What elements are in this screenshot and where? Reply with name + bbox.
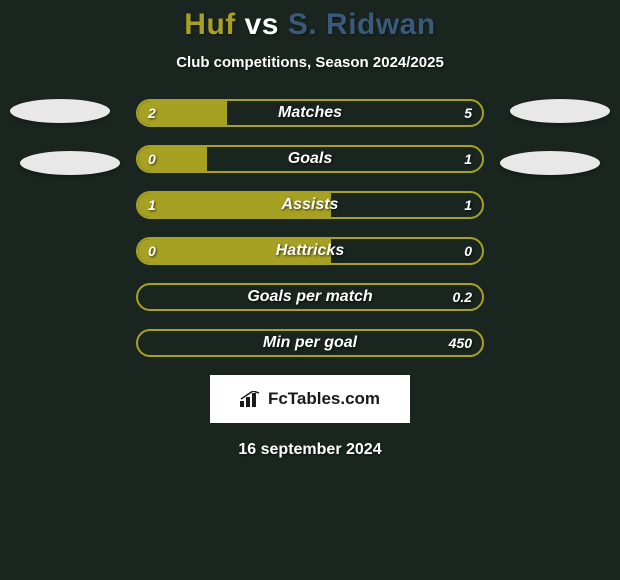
stat-label: Hattricks [138,239,482,263]
stat-left-value: 0 [148,147,156,171]
logo-text: FcTables.com [268,389,380,409]
stat-label: Assists [138,193,482,217]
stat-row: Assists1 1 [136,191,484,219]
stat-right-value: 450 [449,331,472,355]
comparison-card: Huf vs S. Ridwan Club competitions, Seas… [0,0,620,459]
title: Huf vs S. Ridwan [0,8,620,42]
stat-label: Min per goal [138,331,482,355]
stat-row: Goals per match0.2 [136,283,484,311]
stat-left-value: 1 [148,193,156,217]
stat-label: Goals per match [138,285,482,309]
stat-right-value: 1 [464,147,472,171]
player2-name: S. Ridwan [288,8,436,41]
player2-badge-top [510,99,610,123]
stat-row: Hattricks0 0 [136,237,484,265]
player2-badge-bottom [500,151,600,175]
vs-text: vs [245,8,279,41]
player1-badge-bottom [20,151,120,175]
stat-right-value: 0 [464,239,472,263]
stat-row: Matches2 5 [136,99,484,127]
player1-name: Huf [184,8,235,41]
stat-left-value: 0 [148,239,156,263]
stat-left-value: 2 [148,101,156,125]
stat-right-value: 0.2 [453,285,472,309]
stat-right-value: 5 [464,101,472,125]
stat-bars: Matches25Goals01Assists11Hattricks00Goal… [136,99,484,357]
subtitle: Club competitions, Season 2024/2025 [0,54,620,71]
stat-row: Goals0 1 [136,145,484,173]
stat-right-value: 1 [464,193,472,217]
stat-label: Goals [138,147,482,171]
logo-icon [240,391,262,407]
stat-label: Matches [138,101,482,125]
footer-date: 16 september 2024 [0,441,620,459]
stats-area: Matches25Goals01Assists11Hattricks00Goal… [0,99,620,357]
stat-row: Min per goal450 [136,329,484,357]
logo-box: FcTables.com [210,375,410,423]
player1-badge-top [10,99,110,123]
